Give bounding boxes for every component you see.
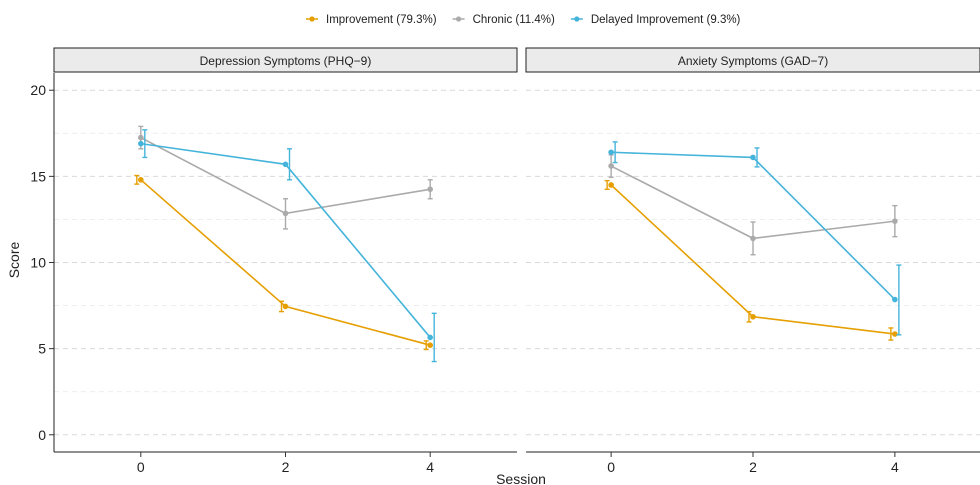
data-point (427, 334, 433, 341)
y-tick-label: 5 (38, 341, 46, 357)
y-axis-label: Score (6, 242, 22, 279)
x-tick-label: 4 (426, 459, 434, 475)
data-point (750, 154, 756, 161)
legend-label: Chronic (11.4%) (473, 14, 555, 26)
y-tick-label: 15 (30, 168, 46, 184)
series (604, 179, 898, 341)
legend-key-point (309, 16, 315, 22)
data-point (427, 342, 433, 348)
x-tick-label: 2 (282, 459, 290, 475)
data-point (892, 218, 898, 224)
series (138, 125, 433, 230)
legend-item: Delayed Improvement (9.3%) (570, 14, 741, 26)
data-point (608, 182, 614, 188)
series (134, 174, 433, 351)
data-point (138, 177, 144, 183)
y-tick-label: 0 (38, 427, 46, 443)
panel-strip (53, 47, 518, 73)
x-tick-label: 0 (137, 459, 145, 475)
series-group (604, 141, 902, 341)
panel-depression: Depression Symptoms (PHQ−9) (53, 47, 518, 436)
series (608, 141, 902, 336)
legend-item: Chronic (11.4%) (452, 14, 555, 26)
x-axis-label: Session (496, 471, 546, 485)
x-tick-label: 4 (891, 459, 899, 475)
gridlines (526, 89, 980, 436)
x-tick-label: 0 (607, 459, 615, 475)
x-tick-label: 2 (749, 459, 757, 475)
data-point (427, 186, 433, 193)
data-point (750, 235, 756, 242)
data-point (282, 161, 289, 168)
legend: Improvement (79.3%) Chronic (11.4%) Delaye… (306, 14, 741, 26)
series (608, 154, 898, 256)
series-group (134, 125, 437, 363)
legend-key-point (574, 16, 580, 22)
gridlines (54, 89, 517, 436)
data-point (750, 313, 756, 320)
y-axis: 0 5 10 15 20 (30, 73, 55, 452)
data-point (282, 303, 289, 310)
panel-anxiety: Anxiety Symptoms (GAD−7) (525, 47, 980, 436)
data-point (138, 134, 144, 141)
y-tick-label: 20 (30, 82, 46, 98)
legend-label: Delayed Improvement (9.3%) (591, 14, 741, 26)
data-point (138, 140, 144, 147)
y-tick-label: 10 (30, 255, 46, 271)
panel-strip (525, 47, 980, 73)
x-axis: 0 2 4 0 2 4 (54, 451, 980, 475)
data-point (608, 149, 614, 156)
legend-item: Improvement (79.3%) (306, 14, 437, 26)
panel-title: Anxiety Symptoms (GAD−7) (678, 54, 828, 68)
data-point (892, 296, 898, 303)
legend-key-point (455, 16, 462, 22)
legend-label: Improvement (79.3%) (326, 14, 437, 26)
series-line (610, 184, 895, 335)
panel-title: Depression Symptoms (PHQ−9) (200, 54, 372, 68)
data-point (608, 163, 614, 169)
data-point (282, 210, 289, 217)
series (138, 129, 437, 363)
data-point (892, 331, 898, 337)
